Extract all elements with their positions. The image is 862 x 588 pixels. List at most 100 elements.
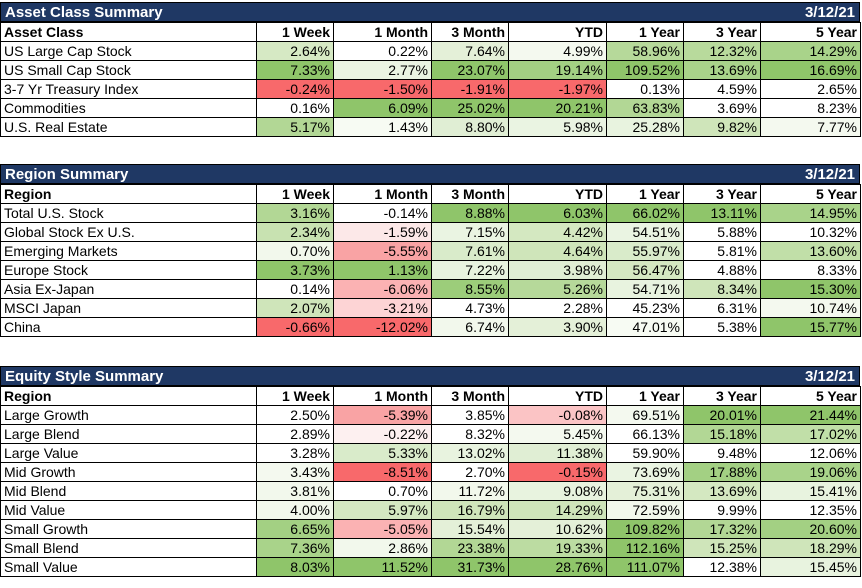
- table-date: 3/12/21: [804, 367, 855, 385]
- return-cell: 17.88%: [683, 462, 761, 482]
- return-cell: 8.55%: [431, 279, 509, 299]
- return-cell: 14.29%: [760, 41, 861, 61]
- return-cell: 7.64%: [431, 41, 509, 61]
- table-row: Global Stock Ex U.S. 2.34% -1.59% 7.15% 4.42…: [0, 222, 861, 242]
- return-cell: 66.02%: [606, 203, 684, 223]
- return-cell: 5.33%: [333, 443, 432, 463]
- return-cell: 7.36%: [256, 538, 334, 558]
- return-cell: -5.39%: [333, 405, 432, 425]
- return-cell: 2.28%: [508, 298, 607, 318]
- return-cell: 7.33%: [256, 60, 334, 80]
- column-header: 1 Year: [606, 386, 684, 406]
- return-cell: 2.50%: [256, 405, 334, 425]
- return-cell: 13.02%: [431, 443, 509, 463]
- column-header: 5 Year: [760, 184, 861, 204]
- return-cell: 2.86%: [333, 538, 432, 558]
- return-cell: 28.76%: [508, 557, 607, 577]
- return-cell: 6.03%: [508, 203, 607, 223]
- table-title: Asset Class Summary: [5, 3, 163, 21]
- row-label: Small Blend: [0, 538, 257, 558]
- return-cell: 7.15%: [431, 222, 509, 242]
- return-cell: -5.55%: [333, 241, 432, 261]
- return-cell: 20.60%: [760, 519, 861, 539]
- return-cell: 11.72%: [431, 481, 509, 501]
- return-cell: 7.61%: [431, 241, 509, 261]
- row-label: Mid Growth: [0, 462, 257, 482]
- table-row: Mid Growth 3.43% -8.51% 2.70% -0.15% 73.69% 17…: [0, 462, 861, 482]
- header-row: Region 1 Week 1 Month 3 Month YTD 1 Year 3 Yea…: [0, 184, 861, 204]
- return-cell: 4.59%: [683, 79, 761, 99]
- return-cell: 75.31%: [606, 481, 684, 501]
- return-cell: 1.43%: [333, 117, 432, 137]
- return-cell: 10.74%: [760, 298, 861, 318]
- return-cell: 15.41%: [760, 481, 861, 501]
- return-cell: 15.18%: [683, 424, 761, 444]
- return-cell: 12.38%: [683, 557, 761, 577]
- table-row: Small Blend 7.36% 2.86% 23.38% 19.33% 112.16%…: [0, 538, 861, 558]
- table-row: US Large Cap Stock 2.64% 0.22% 7.64% 4.99% 58…: [0, 41, 861, 61]
- row-label: Total U.S. Stock: [0, 203, 257, 223]
- return-cell: 14.95%: [760, 203, 861, 223]
- table-title: Region Summary: [5, 165, 129, 183]
- table-row: MSCI Japan 2.07% -3.21% 4.73% 2.28% 45.23% 6.3…: [0, 298, 861, 318]
- data-grid: Region 1 Week 1 Month 3 Month YTD 1 Year 3 Yea…: [0, 386, 861, 577]
- table-row: Large Blend 2.89% -0.22% 8.32% 5.45% 66.13% 15…: [0, 424, 861, 444]
- return-cell: -0.22%: [333, 424, 432, 444]
- return-cell: 4.00%: [256, 500, 334, 520]
- return-cell: 8.03%: [256, 557, 334, 577]
- column-header: 3 Month: [431, 22, 509, 42]
- return-cell: 17.02%: [760, 424, 861, 444]
- return-cell: 6.09%: [333, 98, 432, 118]
- return-cell: 3.98%: [508, 260, 607, 280]
- return-cell: 63.83%: [606, 98, 684, 118]
- column-header: YTD: [508, 386, 607, 406]
- column-header: Region: [0, 386, 257, 406]
- row-label: Mid Blend: [0, 481, 257, 501]
- return-cell: 5.88%: [683, 222, 761, 242]
- return-cell: 19.06%: [760, 462, 861, 482]
- return-cell: 109.52%: [606, 60, 684, 80]
- return-cell: 13.69%: [683, 481, 761, 501]
- column-header: Region: [0, 184, 257, 204]
- return-cell: 7.77%: [760, 117, 861, 137]
- table-row: US Small Cap Stock 7.33% 2.77% 23.07% 19.14%…: [0, 60, 861, 80]
- return-cell: 3.90%: [508, 317, 607, 337]
- column-header: 5 Year: [760, 386, 861, 406]
- table-title-bar: Equity Style Summary 3/12/21: [0, 366, 860, 386]
- return-cell: 9.82%: [683, 117, 761, 137]
- return-cell: 0.14%: [256, 279, 334, 299]
- return-cell: -1.59%: [333, 222, 432, 242]
- return-cell: 11.38%: [508, 443, 607, 463]
- row-label: Mid Value: [0, 500, 257, 520]
- table-row: Europe Stock 3.73% 1.13% 7.22% 3.98% 56.47% 4.…: [0, 260, 861, 280]
- return-cell: 5.38%: [683, 317, 761, 337]
- return-cell: 12.35%: [760, 500, 861, 520]
- return-cell: 0.13%: [606, 79, 684, 99]
- row-label: MSCI Japan: [0, 298, 257, 318]
- row-label: Asia Ex-Japan: [0, 279, 257, 299]
- return-cell: 2.89%: [256, 424, 334, 444]
- return-cell: 15.77%: [760, 317, 861, 337]
- column-header: 1 Year: [606, 184, 684, 204]
- return-cell: 23.07%: [431, 60, 509, 80]
- return-cell: 58.96%: [606, 41, 684, 61]
- return-cell: 5.26%: [508, 279, 607, 299]
- return-cell: 6.74%: [431, 317, 509, 337]
- table-row: Large Growth 2.50% -5.39% 3.85% -0.08% 69.51%…: [0, 405, 861, 425]
- column-header: YTD: [508, 184, 607, 204]
- column-header: 1 Week: [256, 22, 334, 42]
- return-cell: 10.62%: [508, 519, 607, 539]
- column-header: 3 Month: [431, 386, 509, 406]
- return-cell: 9.08%: [508, 481, 607, 501]
- row-label: Global Stock Ex U.S.: [0, 222, 257, 242]
- column-header: Asset Class: [0, 22, 257, 42]
- return-cell: 9.48%: [683, 443, 761, 463]
- column-header: 1 Month: [333, 22, 432, 42]
- column-header: 3 Year: [683, 386, 761, 406]
- return-cell: 15.30%: [760, 279, 861, 299]
- return-cell: -5.05%: [333, 519, 432, 539]
- return-cell: 2.77%: [333, 60, 432, 80]
- column-header: YTD: [508, 22, 607, 42]
- table-row: Commodities 0.16% 6.09% 25.02% 20.21% 63.83% 3…: [0, 98, 861, 118]
- return-cell: -8.51%: [333, 462, 432, 482]
